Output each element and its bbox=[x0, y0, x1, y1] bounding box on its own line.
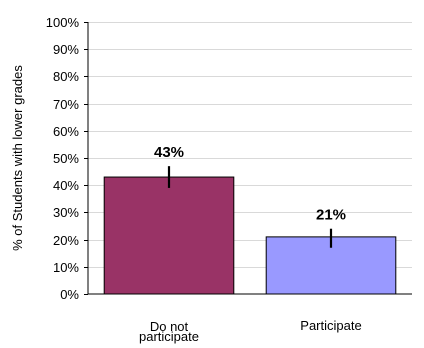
category-label: Participate bbox=[300, 318, 361, 333]
category-label-line: participate bbox=[139, 329, 199, 344]
y-tick-label: 40% bbox=[53, 178, 79, 193]
axes bbox=[87, 22, 412, 295]
y-tick-label: 50% bbox=[53, 151, 79, 166]
y-tick-label: 0% bbox=[60, 287, 79, 302]
labels: 43% Do not participate 21% Participate bbox=[139, 144, 362, 344]
bars bbox=[103, 166, 397, 295]
y-tick-label: 70% bbox=[53, 97, 79, 112]
category-label-line: Do not bbox=[150, 319, 189, 334]
y-tick-label: 20% bbox=[53, 233, 79, 248]
y-axis-ticks: 0% 10% 20% 30% 40% 50% 60% 70% 80% 90% 100% bbox=[46, 15, 88, 302]
y-tick-label: 30% bbox=[53, 205, 79, 220]
data-label: 21% bbox=[316, 207, 346, 224]
bar bbox=[103, 176, 235, 295]
category-label: Do not participate bbox=[139, 319, 199, 344]
y-tick-label: 60% bbox=[53, 124, 79, 139]
y-axis-title: % of Students with lower grades bbox=[10, 65, 25, 251]
data-label: 43% bbox=[154, 144, 184, 161]
y-tick-label: 10% bbox=[53, 260, 79, 275]
y-tick-label: 80% bbox=[53, 69, 79, 84]
y-tick-label: 100% bbox=[46, 15, 80, 30]
category-label-line: Participate bbox=[300, 318, 361, 333]
y-tick-label: 90% bbox=[53, 42, 79, 57]
